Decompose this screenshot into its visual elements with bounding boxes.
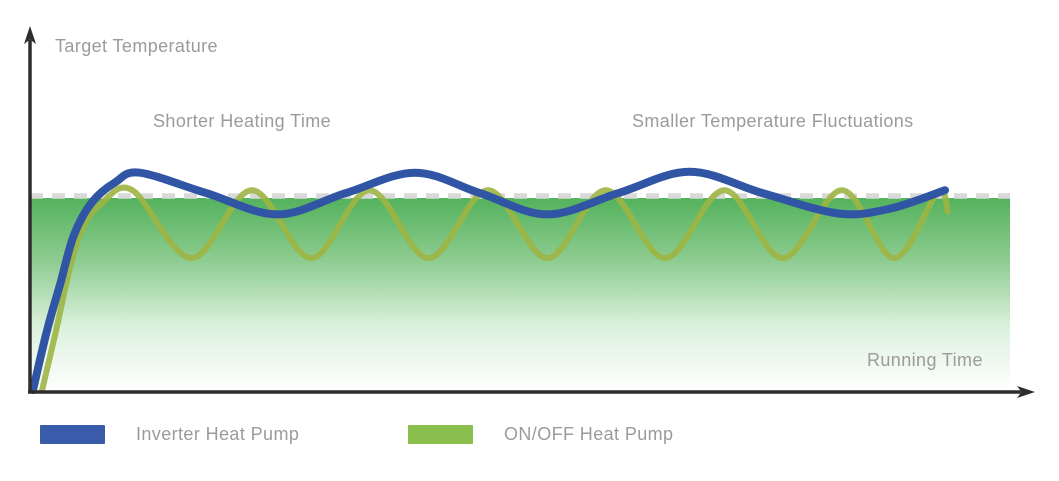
inverter-legend-label: Inverter Heat Pump bbox=[136, 424, 300, 444]
annotation-smaller-temperature-fluctuations: Smaller Temperature Fluctuations bbox=[632, 111, 914, 131]
inverter-heat-pump-curve bbox=[29, 167, 949, 394]
legend-item-inverter: Inverter Heat Pump bbox=[40, 424, 299, 445]
legend-item-onoff: ON/OFF Heat Pump bbox=[408, 424, 673, 445]
onoff-legend-label: ON/OFF Heat Pump bbox=[504, 424, 674, 444]
x-axis-label: Running Time bbox=[867, 350, 983, 370]
onoff-legend-swatch bbox=[408, 425, 473, 444]
inverter-legend-swatch bbox=[40, 425, 105, 444]
annotation-shorter-heating-time: Shorter Heating Time bbox=[153, 111, 332, 131]
x-axis-arrowhead-icon bbox=[1017, 386, 1035, 398]
y-axis-arrowhead-icon bbox=[24, 26, 36, 44]
y-axis-label: Target Temperature bbox=[55, 36, 218, 56]
